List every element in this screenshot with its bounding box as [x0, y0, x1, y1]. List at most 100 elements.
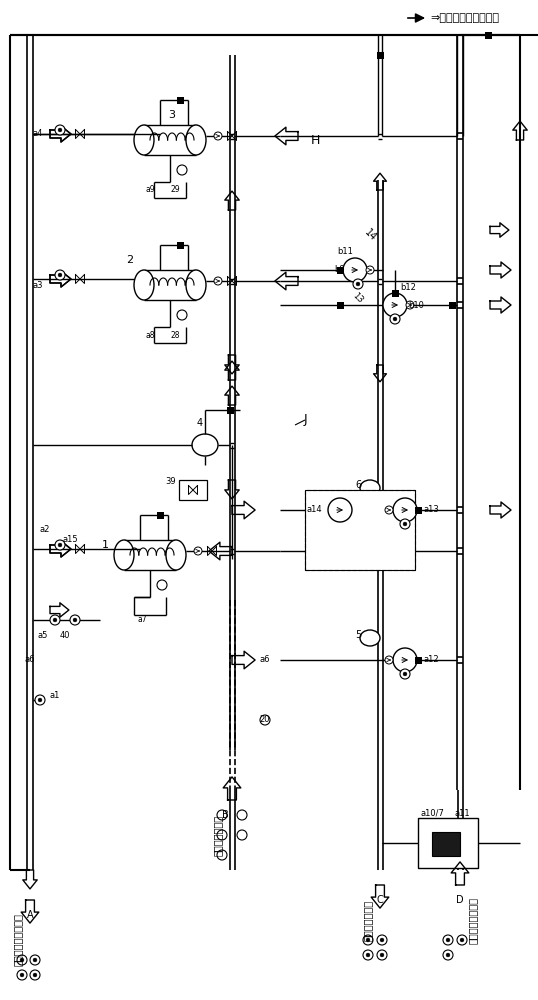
Ellipse shape [186, 125, 206, 155]
Circle shape [214, 277, 222, 285]
Circle shape [380, 953, 384, 957]
Circle shape [385, 506, 393, 514]
Ellipse shape [360, 480, 380, 496]
Circle shape [366, 266, 374, 274]
Circle shape [35, 695, 45, 705]
Text: 14: 14 [362, 227, 378, 243]
Ellipse shape [134, 270, 154, 300]
Text: 39: 39 [166, 478, 176, 487]
Text: a12: a12 [423, 656, 438, 664]
Circle shape [73, 618, 77, 622]
Circle shape [30, 955, 40, 965]
Text: a5: a5 [38, 631, 48, 640]
Text: a9: a9 [145, 186, 155, 194]
Text: a13: a13 [423, 506, 439, 514]
Circle shape [260, 715, 270, 725]
Circle shape [177, 165, 187, 175]
Text: a6: a6 [260, 656, 270, 664]
Text: C: C [377, 895, 384, 905]
Circle shape [457, 935, 467, 945]
Text: H: H [310, 133, 320, 146]
Text: 29: 29 [170, 186, 180, 194]
Circle shape [17, 970, 27, 980]
Text: a3: a3 [33, 280, 43, 290]
Text: ⇒向车间热水供水方向: ⇒向车间热水供水方向 [430, 13, 499, 23]
Bar [432, 832, 460, 856]
Circle shape [55, 125, 65, 135]
Circle shape [393, 648, 417, 672]
Circle shape [393, 498, 417, 522]
Bar [336, 266, 343, 273]
Ellipse shape [166, 540, 186, 570]
Bar [305, 490, 415, 570]
Bar [418, 818, 478, 868]
Circle shape [237, 810, 247, 820]
Text: a10/7: a10/7 [420, 808, 444, 818]
Circle shape [217, 830, 227, 840]
Circle shape [403, 522, 407, 526]
Text: a4: a4 [33, 129, 43, 138]
Circle shape [353, 279, 363, 289]
Text: a15: a15 [62, 536, 78, 544]
Circle shape [443, 950, 453, 960]
Text: 5: 5 [355, 630, 361, 640]
Text: a8: a8 [145, 330, 155, 340]
Bar [226, 406, 233, 414]
Text: b10: b10 [408, 300, 424, 310]
Text: a11: a11 [454, 808, 470, 818]
Text: 1: 1 [102, 540, 109, 550]
Circle shape [38, 698, 42, 702]
Circle shape [217, 810, 227, 820]
Circle shape [53, 618, 57, 622]
Text: 20: 20 [260, 716, 270, 724]
Ellipse shape [186, 270, 206, 300]
Circle shape [377, 950, 387, 960]
Bar [176, 241, 183, 248]
Text: b12: b12 [400, 282, 416, 292]
Circle shape [58, 543, 62, 547]
Circle shape [20, 958, 24, 962]
Circle shape [58, 128, 62, 132]
Ellipse shape [134, 125, 154, 155]
Text: A: A [27, 910, 33, 920]
Text: a2: a2 [40, 526, 50, 534]
Bar [392, 290, 399, 296]
Bar [305, 490, 415, 570]
Ellipse shape [114, 540, 134, 570]
Circle shape [33, 973, 37, 977]
Text: a1: a1 [50, 690, 60, 700]
Circle shape [157, 580, 167, 590]
Text: 6: 6 [355, 480, 361, 490]
Text: 40: 40 [60, 631, 70, 640]
Circle shape [446, 953, 450, 957]
Circle shape [400, 519, 410, 529]
Text: a7: a7 [137, 615, 147, 624]
Circle shape [385, 656, 393, 664]
Circle shape [446, 938, 450, 942]
Bar [414, 506, 421, 514]
Text: 4: 4 [197, 418, 203, 428]
Text: 28: 28 [170, 330, 180, 340]
Circle shape [363, 935, 373, 945]
Circle shape [55, 540, 65, 550]
Circle shape [377, 935, 387, 945]
Text: a14: a14 [306, 506, 322, 514]
Circle shape [30, 970, 40, 980]
Circle shape [356, 282, 360, 286]
Circle shape [70, 615, 80, 625]
Text: B: B [222, 810, 228, 820]
Text: 高温水供水方向: 高温水供水方向 [213, 814, 223, 856]
Text: 3: 3 [168, 110, 175, 120]
Circle shape [366, 953, 370, 957]
Circle shape [363, 950, 373, 960]
Ellipse shape [360, 630, 380, 646]
Text: D: D [456, 895, 464, 905]
Circle shape [393, 317, 397, 321]
Circle shape [217, 850, 227, 860]
Circle shape [177, 310, 187, 320]
Circle shape [390, 314, 400, 324]
Text: a6: a6 [25, 656, 36, 664]
Bar [449, 302, 456, 308]
Text: J: J [303, 414, 307, 426]
Circle shape [366, 938, 370, 942]
